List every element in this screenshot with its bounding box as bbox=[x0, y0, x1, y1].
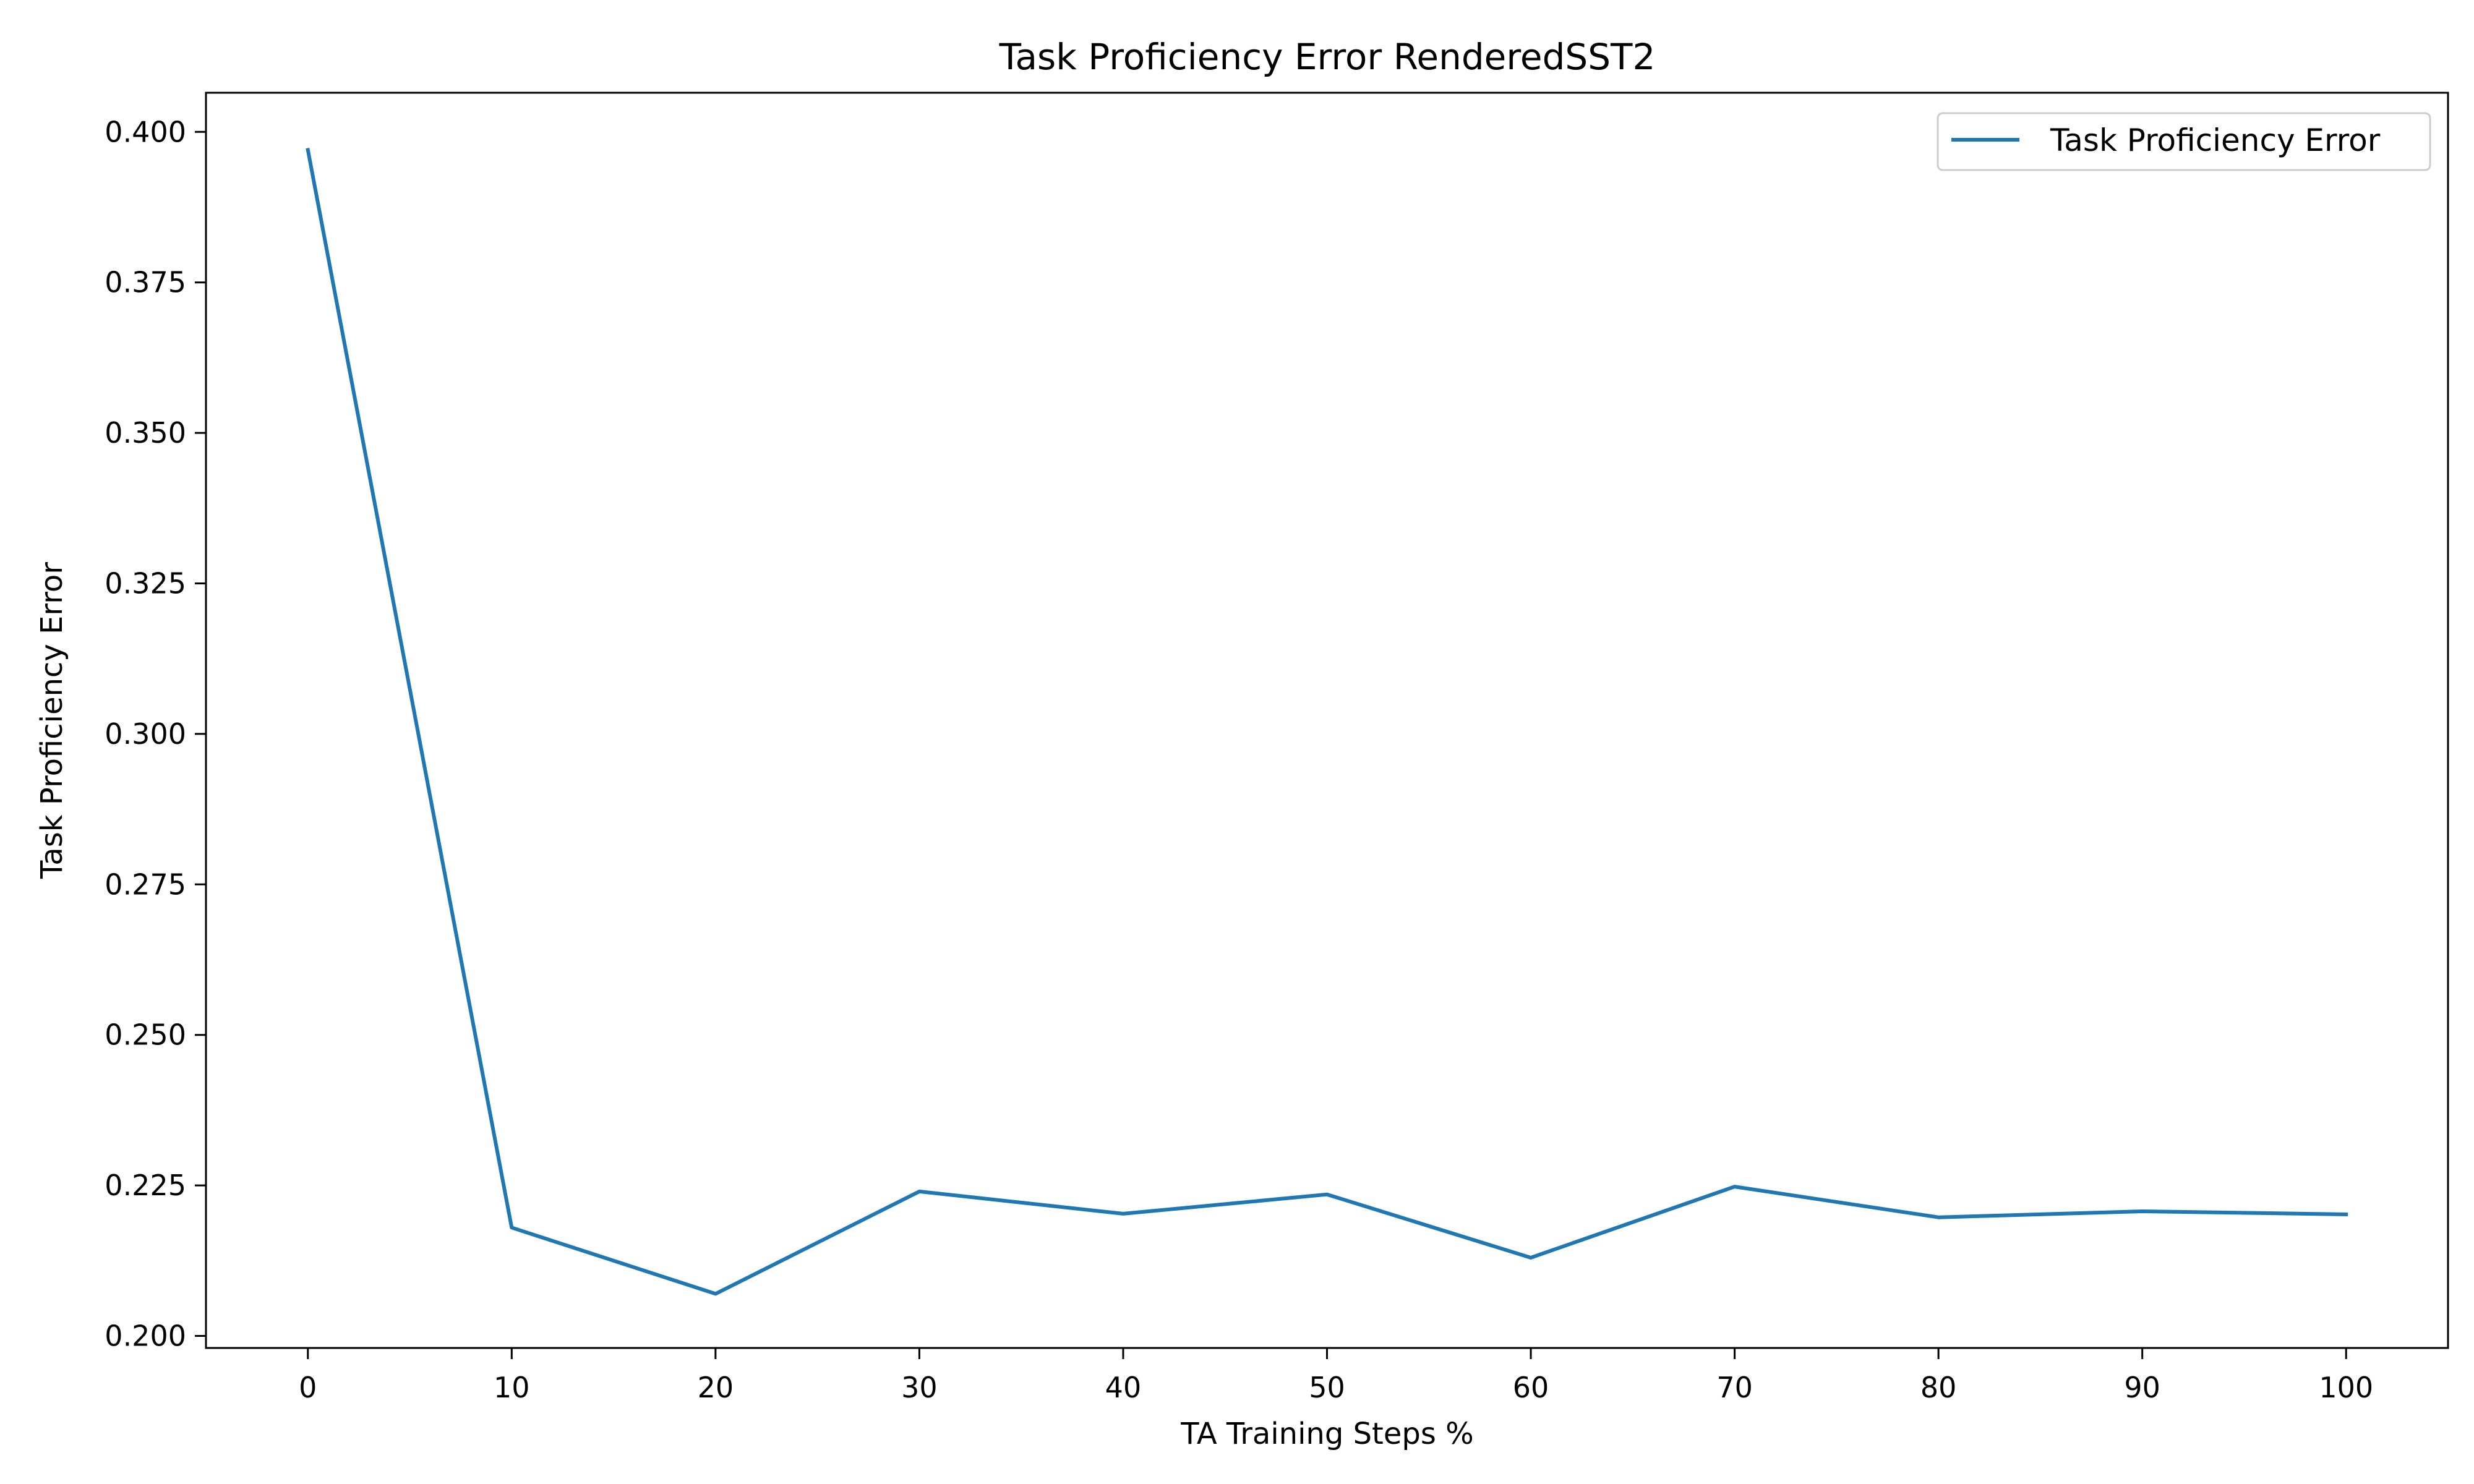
y-tick-label: 0.225 bbox=[105, 1169, 186, 1202]
x-tick-label: 70 bbox=[1716, 1371, 1753, 1404]
y-tick-label: 0.325 bbox=[105, 567, 186, 600]
y-tick-label: 0.275 bbox=[105, 868, 186, 901]
y-tick-label: 0.200 bbox=[105, 1320, 186, 1353]
y-axis: 0.200 0.225 0.250 0.275 0.300 0.325 0.350 0.375… bbox=[105, 115, 206, 1353]
y-tick-label: 0.250 bbox=[105, 1018, 186, 1052]
x-tick-label: 60 bbox=[1513, 1371, 1549, 1404]
x-tick-label: 90 bbox=[2124, 1371, 2160, 1404]
y-tick-label: 0.300 bbox=[105, 717, 186, 751]
legend-label: Task Proficiency Error bbox=[2050, 122, 2381, 158]
legend: Task Proficiency Error bbox=[1937, 112, 2431, 171]
x-tick-label: 30 bbox=[901, 1371, 938, 1404]
legend-box bbox=[1937, 112, 2431, 171]
y-tick-label: 0.350 bbox=[105, 416, 186, 450]
x-axis-label: TA Training Steps % bbox=[1180, 1417, 1474, 1451]
series-layer bbox=[306, 147, 2348, 1296]
x-tick-label: 0 bbox=[299, 1371, 317, 1404]
chart-title: Task Proficiency Error RenderedSST2 bbox=[999, 36, 1656, 78]
series-line-0 bbox=[306, 147, 2348, 1296]
x-axis: 0 10 20 30 40 50 60 70 80 90 100 bbox=[299, 1348, 2373, 1404]
y-tick-label: 0.375 bbox=[105, 266, 186, 299]
x-tick-label: 20 bbox=[698, 1371, 734, 1404]
x-tick-label: 100 bbox=[2319, 1371, 2373, 1404]
x-tick-label: 80 bbox=[1920, 1371, 1957, 1404]
x-tick-label: 40 bbox=[1105, 1371, 1142, 1404]
x-tick-label: 10 bbox=[494, 1371, 530, 1404]
y-axis-label: Task Proficiency Error bbox=[35, 562, 69, 879]
y-tick-label: 0.400 bbox=[105, 115, 186, 148]
x-tick-label: 50 bbox=[1309, 1371, 1345, 1404]
